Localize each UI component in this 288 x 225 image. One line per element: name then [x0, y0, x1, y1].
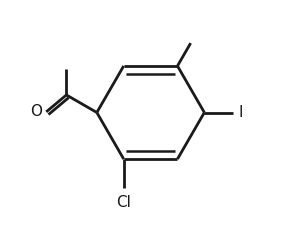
Text: Cl: Cl [116, 195, 131, 210]
Text: I: I [238, 105, 243, 120]
Text: O: O [30, 104, 42, 119]
